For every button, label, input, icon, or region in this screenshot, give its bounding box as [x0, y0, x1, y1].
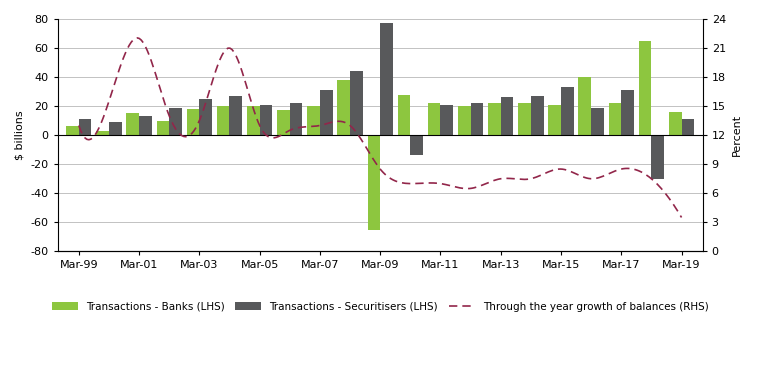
- Bar: [187, 109, 199, 135]
- Bar: [338, 80, 350, 135]
- Bar: [488, 103, 500, 135]
- Through the year growth of balances (RHS): [435, 181, 444, 186]
- Bar: [109, 122, 122, 135]
- Bar: [320, 90, 332, 135]
- Bar: [79, 119, 92, 135]
- Bar: [96, 131, 109, 135]
- Bar: [531, 96, 544, 135]
- Bar: [621, 90, 634, 135]
- Bar: [260, 105, 273, 135]
- Bar: [157, 121, 170, 135]
- Bar: [229, 96, 242, 135]
- Through the year growth of balances (RHS): [76, 129, 86, 133]
- Bar: [669, 112, 681, 135]
- Bar: [66, 127, 79, 135]
- Bar: [471, 103, 483, 135]
- Bar: [458, 106, 471, 135]
- Bar: [139, 116, 151, 135]
- Through the year growth of balances (RHS): [433, 181, 442, 185]
- Bar: [307, 106, 320, 135]
- Bar: [350, 71, 363, 135]
- Bar: [290, 103, 302, 135]
- Bar: [548, 105, 561, 135]
- Line: Through the year growth of balances (RHS): Through the year growth of balances (RHS…: [79, 38, 681, 218]
- Bar: [170, 108, 182, 135]
- Bar: [500, 97, 513, 135]
- Bar: [609, 103, 621, 135]
- Through the year growth of balances (RHS): [622, 166, 631, 171]
- Bar: [277, 111, 290, 135]
- Bar: [519, 103, 531, 135]
- Through the year growth of balances (RHS): [584, 176, 593, 181]
- Bar: [441, 105, 453, 135]
- Y-axis label: Percent: Percent: [731, 114, 741, 156]
- Bar: [681, 119, 694, 135]
- Bar: [126, 113, 139, 135]
- Through the year growth of balances (RHS): [74, 123, 83, 128]
- Through the year growth of balances (RHS): [445, 183, 454, 188]
- Bar: [651, 135, 664, 179]
- Bar: [591, 108, 604, 135]
- Legend: Transactions - Banks (LHS), Transactions - Securitisers (LHS), Through the year : Transactions - Banks (LHS), Transactions…: [48, 298, 713, 316]
- Bar: [410, 135, 423, 155]
- Bar: [428, 103, 441, 135]
- Bar: [217, 106, 229, 135]
- Bar: [397, 94, 410, 135]
- Through the year growth of balances (RHS): [677, 215, 686, 220]
- Bar: [367, 135, 380, 230]
- Bar: [561, 87, 574, 135]
- Bar: [199, 99, 212, 135]
- Bar: [380, 23, 393, 135]
- Bar: [578, 77, 591, 135]
- Through the year growth of balances (RHS): [132, 36, 142, 40]
- Bar: [639, 41, 651, 135]
- Y-axis label: $ billions: $ billions: [15, 110, 25, 160]
- Bar: [247, 106, 260, 135]
